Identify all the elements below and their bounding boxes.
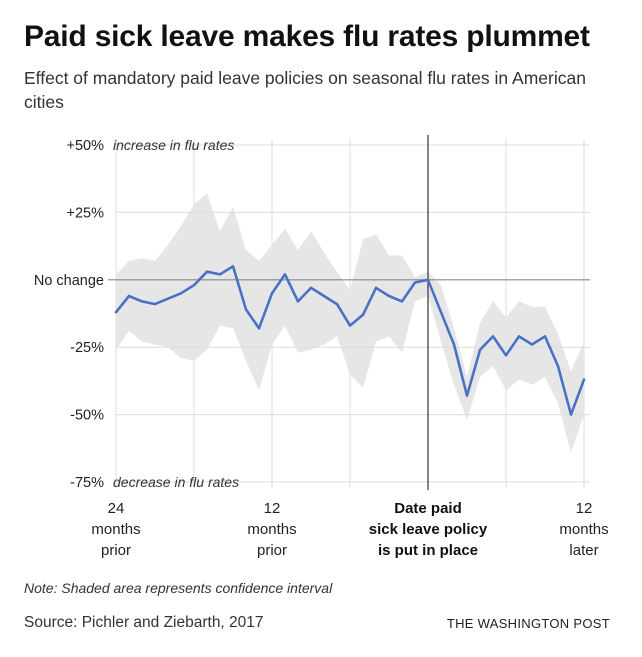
x-tick-label: 24 (108, 500, 125, 517)
y-tick-label: -25% (70, 340, 104, 356)
y-tick-label: -50% (70, 408, 104, 424)
flu-rate-line (114, 265, 586, 416)
y-tick-label: +50% (67, 138, 105, 154)
y-axis-annotation: increase in flu rates (113, 137, 234, 153)
x-tick-label: sick leave policy (369, 521, 488, 538)
horizontal-gridlines (108, 144, 590, 483)
x-tick-label: 12 (576, 500, 593, 517)
confidence-interval-band (116, 193, 584, 453)
y-tick-label: No change (34, 273, 104, 289)
x-tick-label: months (559, 521, 608, 538)
chart-subtitle: Effect of mandatory paid leave policies … (24, 68, 586, 112)
x-tick-label: 12 (264, 500, 281, 517)
x-tick-label: later (569, 542, 598, 559)
x-tick-label: is put in place (378, 542, 478, 559)
source-credit: Source: Pichler and Ziebarth, 2017 (24, 614, 264, 631)
flu-rate-chart: +50% increase in flu rates +25% No change -2… (34, 135, 609, 559)
y-axis-labels: +50% increase in flu rates +25% No change -2… (34, 137, 239, 491)
x-tick-label: months (247, 521, 296, 538)
y-tick-label: -75% (70, 475, 104, 491)
chart-title: Paid sick leave makes flu rates plummet (24, 20, 590, 53)
x-tick-label: prior (101, 542, 131, 559)
footnote: Note: Shaded area represents confidence … (24, 580, 333, 596)
x-tick-label: prior (257, 542, 287, 559)
y-axis-annotation: decrease in flu rates (113, 474, 239, 490)
x-tick-label: months (91, 521, 140, 538)
publisher-credit: THE WASHINGTON POST (446, 616, 610, 631)
y-tick-label: +25% (67, 205, 105, 221)
x-tick-label: Date paid (394, 500, 462, 517)
x-axis-labels: 24 months prior 12 months prior Date paid sick … (91, 500, 608, 559)
